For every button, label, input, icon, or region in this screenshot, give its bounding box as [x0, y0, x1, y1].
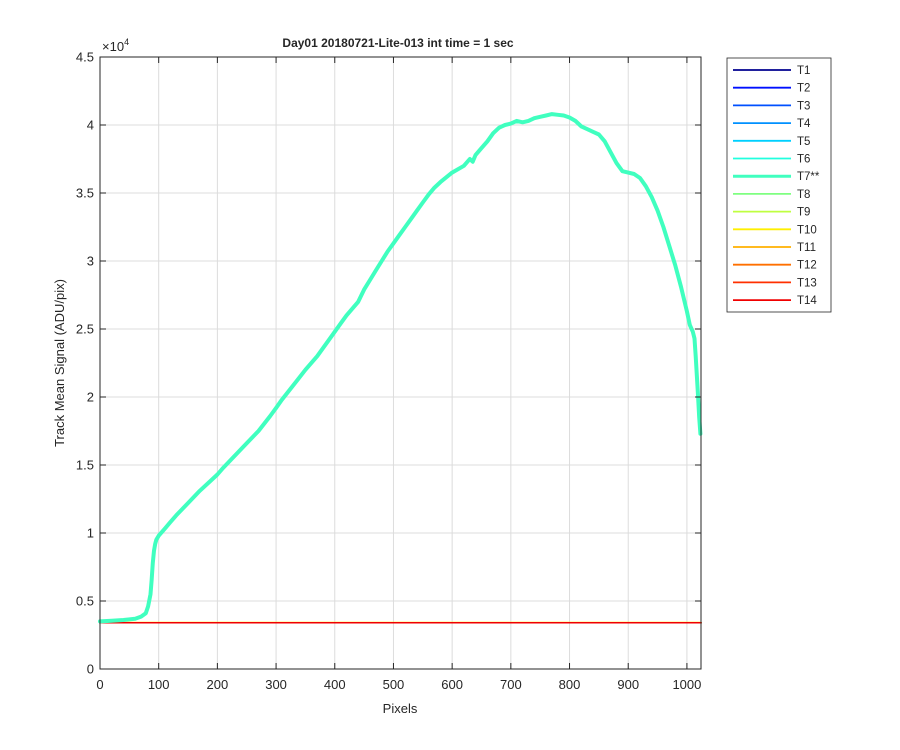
y-tick-label: 1.5 [76, 458, 94, 473]
x-axis-label: Pixels [383, 701, 418, 716]
legend-entry-label: T13 [797, 277, 817, 289]
x-tick-label: 500 [383, 677, 405, 692]
legend-entry-label: T2 [797, 83, 810, 95]
legend-entry-label: T3 [797, 100, 810, 112]
legend-entry-label: T14 [797, 295, 817, 307]
legend: T1 T2 T3 T4 T5 T6 T7** T8 T9 T10 T11 T12 T13 T14 [726, 57, 832, 313]
x-axis: 0 100 200 300 400 500 600 700 800 900 1000 [96, 57, 701, 692]
gridlines [100, 57, 701, 669]
y-tick-label: 3 [87, 254, 94, 269]
x-tick-label: 100 [148, 677, 170, 692]
legend-box [726, 57, 832, 313]
legend-entry-label: T11 [797, 242, 816, 254]
x-tick-label: 900 [617, 677, 639, 692]
y-exponent-label: ×104 [102, 37, 129, 54]
x-tick-label: 700 [500, 677, 522, 692]
x-tick-label: 0 [96, 677, 103, 692]
y-axis-label: Track Mean Signal (ADU/pix) [52, 279, 67, 447]
series-lines [98, 112, 703, 624]
series-line-t7 [98, 112, 703, 624]
legend-entry-label: T10 [797, 224, 817, 236]
legend-entry-label: T8 [797, 189, 810, 201]
x-tick-label: 1000 [672, 677, 701, 692]
legend-entry-label: T7** [797, 171, 820, 183]
y-tick-label: 2 [87, 390, 94, 405]
y-axis: 0 0.5 1 1.5 2 2.5 3 3.5 4 4.5 [76, 50, 701, 677]
y-tick-label: 4 [87, 118, 94, 133]
y-tick-label: 0.5 [76, 594, 94, 609]
legend-entry-label: T6 [797, 154, 810, 166]
legend-entry-label: T12 [797, 260, 817, 272]
x-tick-label: 300 [265, 677, 287, 692]
y-tick-label: 4.5 [76, 50, 94, 65]
x-tick-label: 400 [324, 677, 346, 692]
plot-frame [99, 56, 702, 670]
legend-entry-label: T1 [797, 65, 810, 77]
y-tick-label: 3.5 [76, 186, 94, 201]
legend-entry-label: T9 [797, 207, 810, 219]
x-tick-label: 800 [559, 677, 581, 692]
legend-entry-label: T5 [797, 136, 810, 148]
y-tick-label: 0 [87, 662, 94, 677]
y-tick-label: 2.5 [76, 322, 94, 337]
chart-title: Day01 20180721-Lite-013 int time = 1 sec [282, 36, 513, 50]
x-tick-label: 200 [207, 677, 229, 692]
x-tick-label: 600 [441, 677, 463, 692]
plot-area [100, 57, 701, 669]
legend-entry-label: T4 [797, 118, 811, 130]
y-tick-label: 1 [87, 526, 94, 541]
